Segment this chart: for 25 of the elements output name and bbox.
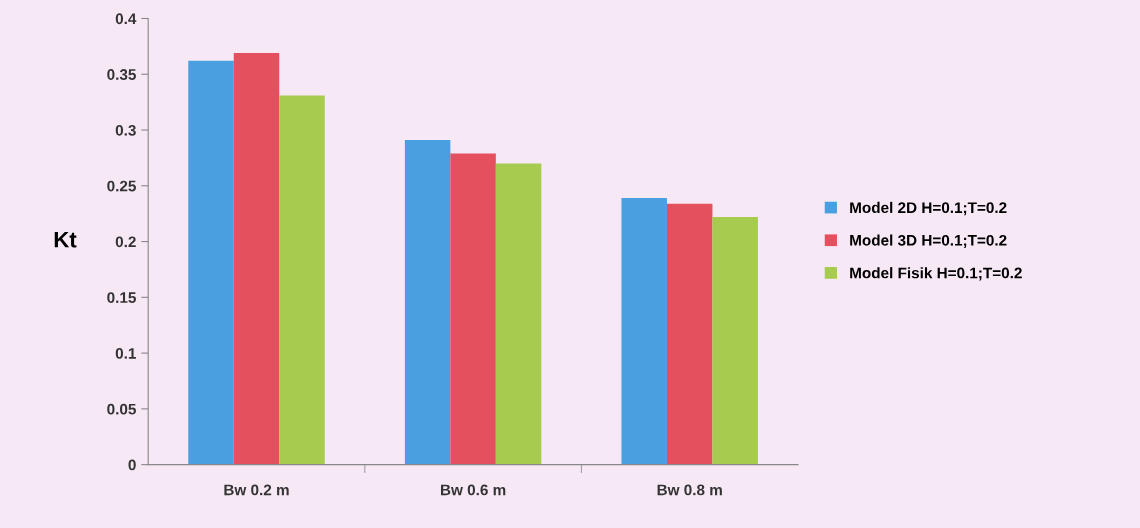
y-tick-label: 0.05: [107, 403, 136, 415]
legend-label: Model Fisik H=0.1;T=0.2: [850, 267, 1022, 281]
y-tick-label: 0.3: [115, 124, 136, 136]
y-tick-label: 0.35: [107, 69, 136, 80]
y-tick-label: 0.15: [107, 292, 136, 304]
y-tick-label: 0: [128, 459, 136, 471]
x-tick-label: Bw 0.6 m: [441, 484, 506, 496]
x-tick-label: Bw 0.8 m: [657, 484, 722, 496]
bar: [621, 198, 667, 465]
bar: [495, 163, 542, 465]
y-tick-label: 0.4: [115, 13, 137, 25]
x-tick-label: Bw 0.2 m: [224, 484, 289, 496]
bar: [233, 53, 280, 465]
bar: [450, 153, 496, 465]
legend-label: Model 3D H=0.1;T=0.2: [850, 234, 1007, 248]
bar: [188, 60, 234, 465]
bar: [279, 95, 325, 465]
y-axis-title: Kt: [54, 232, 77, 248]
bar: [712, 217, 758, 465]
bar: [666, 203, 713, 465]
legend-label: Model 2D H=0.1;T=0.2: [850, 201, 1007, 216]
y-tick-label: 0.2: [115, 236, 136, 248]
bar: [404, 140, 451, 465]
y-tick-label: 0.25: [107, 180, 136, 192]
y-tick-label: 0.1: [115, 347, 136, 359]
